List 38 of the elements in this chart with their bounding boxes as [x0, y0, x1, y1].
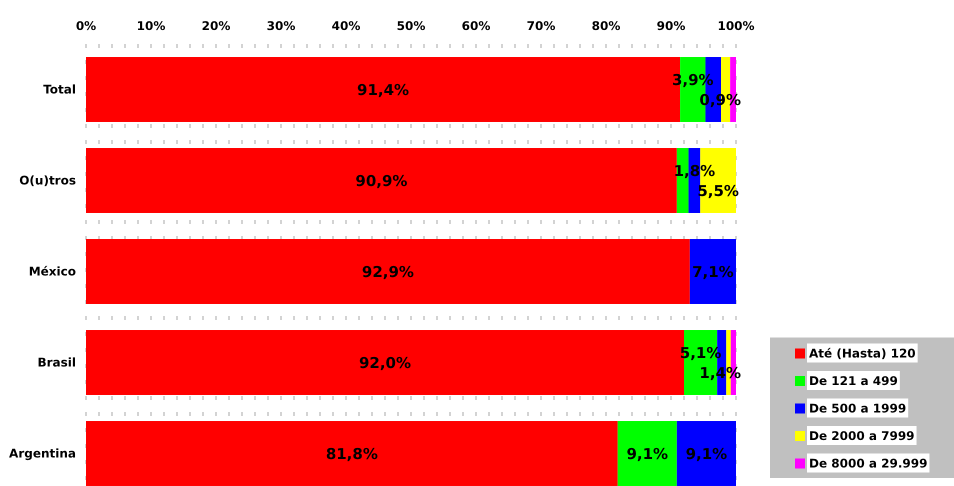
- x-tick-label: 70%: [526, 19, 556, 33]
- bar: [618, 421, 677, 486]
- data-label: 92,0%: [358, 354, 412, 372]
- data-label: 0,9%: [699, 90, 741, 109]
- legend-label: De 121 a 499: [809, 374, 898, 388]
- x-tick-label: 60%: [462, 19, 490, 33]
- bar: [86, 239, 690, 304]
- bar: [86, 148, 677, 213]
- y-tick-label: Total: [43, 82, 76, 96]
- x-tick-label: 80%: [592, 19, 620, 33]
- bar: [690, 239, 736, 304]
- legend-label: De 500 a 1999: [809, 402, 906, 416]
- bar: [86, 421, 618, 486]
- x-tick-label: 0%: [76, 19, 96, 33]
- data-label: 7,1%: [692, 262, 734, 281]
- data-label: 1,4%: [699, 364, 741, 382]
- data-label: 81,8%: [326, 444, 378, 463]
- x-tick-label: 30%: [266, 19, 296, 33]
- legend-label: De 2000 a 7999: [809, 429, 915, 444]
- data-label: 90,9%: [355, 172, 408, 190]
- x-tick-label: 50%: [396, 19, 426, 33]
- x-tick-label: 100%: [717, 19, 755, 33]
- y-tick-label: México: [28, 264, 76, 278]
- data-label: 9,1%: [686, 444, 728, 463]
- legend-label: Até (Hasta) 120: [809, 346, 916, 361]
- legend-label: De 8000 a 29.999: [809, 456, 928, 471]
- x-tick-label: 40%: [332, 19, 360, 33]
- y-tick-label: Argentina: [9, 446, 76, 460]
- data-label: 91,4%: [357, 80, 410, 99]
- data-label: 1,8%: [674, 162, 716, 180]
- data-label: 92,9%: [362, 262, 414, 281]
- y-tick-label: Brasil: [37, 355, 76, 370]
- y-tick-label: O(u)tros: [19, 173, 76, 188]
- x-tick-label: 10%: [136, 19, 166, 33]
- bar: [676, 421, 736, 486]
- data-label: 9,1%: [626, 444, 668, 463]
- x-tick-label: 20%: [202, 19, 230, 33]
- x-tick-label: 90%: [656, 19, 686, 33]
